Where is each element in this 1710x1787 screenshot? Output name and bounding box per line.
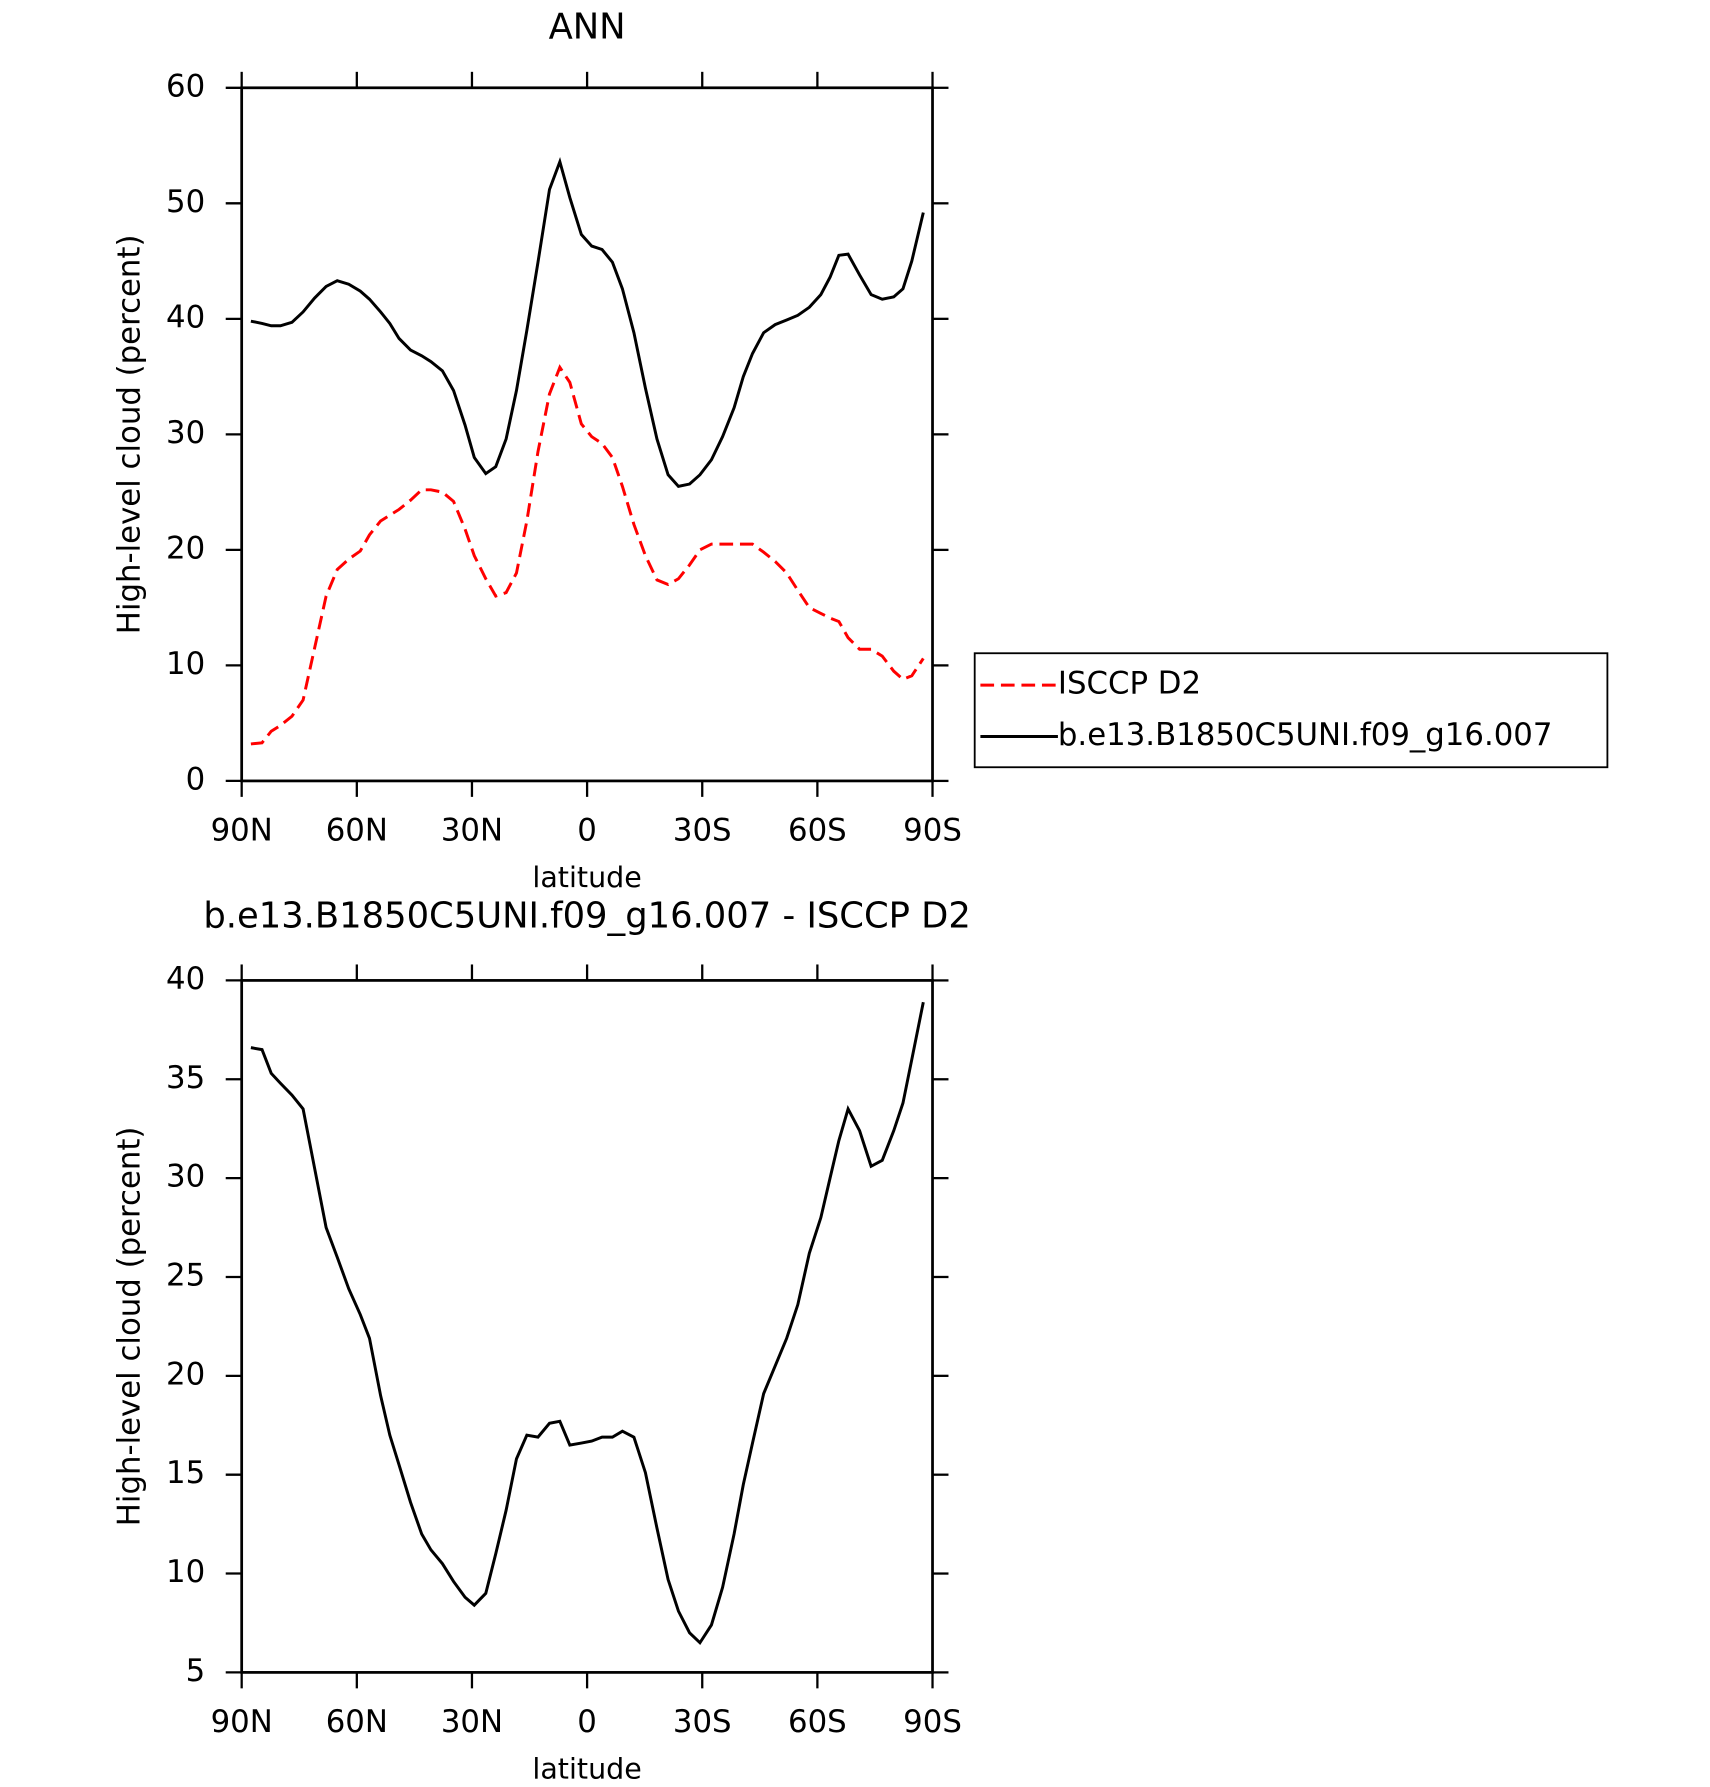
y-tick-label: 40 (166, 299, 205, 335)
x-tick-label: 90S (903, 1704, 962, 1740)
y-tick-label: 60 (166, 68, 205, 104)
y-tick-label: 20 (166, 530, 205, 566)
y-axis-label: High-level cloud (percent) (112, 235, 148, 635)
x-tick-label: 30N (441, 1704, 503, 1740)
y-tick-label: 50 (166, 184, 205, 220)
y-tick-label: 35 (166, 1060, 205, 1096)
x-tick-label: 0 (577, 1704, 597, 1740)
legend-label: ISCCP D2 (1058, 666, 1201, 702)
y-tick-label: 15 (166, 1455, 205, 1491)
y-tick-label: 30 (166, 1159, 205, 1195)
x-tick-label: 60S (788, 1704, 847, 1740)
y-tick-label: 40 (166, 961, 205, 997)
x-axis-label: latitude (532, 1752, 641, 1783)
chart-title: ANN (549, 7, 626, 48)
y-tick-label: 0 (186, 761, 206, 797)
y-tick-label: 10 (166, 1554, 205, 1590)
x-tick-label: 60N (326, 1704, 388, 1740)
x-tick-label: 90N (211, 813, 273, 849)
x-tick-label: 30N (441, 813, 503, 849)
legend-box (973, 652, 1609, 769)
x-tick-label: 30S (673, 1704, 732, 1740)
x-tick-label: 90N (211, 1704, 273, 1740)
y-axis-label: High-level cloud (percent) (112, 1127, 148, 1527)
x-tick-label: 60S (788, 813, 847, 849)
legend-label: b.e13.B1850C5UNI.f09_g16.007 (1058, 717, 1553, 753)
x-tick-label: 0 (577, 813, 597, 849)
y-tick-label: 25 (166, 1257, 205, 1293)
series-line (250, 1001, 925, 1646)
plot-frame (240, 979, 934, 1674)
x-tick-label: 30S (673, 813, 732, 849)
y-tick-label: 20 (166, 1356, 205, 1392)
x-tick-label: 60N (326, 813, 388, 849)
series-line (250, 364, 925, 746)
y-tick-label: 10 (166, 646, 205, 682)
y-tick-label: 30 (166, 415, 205, 451)
x-tick-label: 90S (903, 813, 962, 849)
x-axis-label: latitude (532, 861, 641, 894)
y-tick-label: 5 (186, 1653, 206, 1689)
plot-frame (240, 86, 934, 783)
series-line (250, 156, 925, 488)
chart-title: b.e13.B1850C5UNI.f09_g16.007 - ISCCP D2 (203, 896, 971, 937)
